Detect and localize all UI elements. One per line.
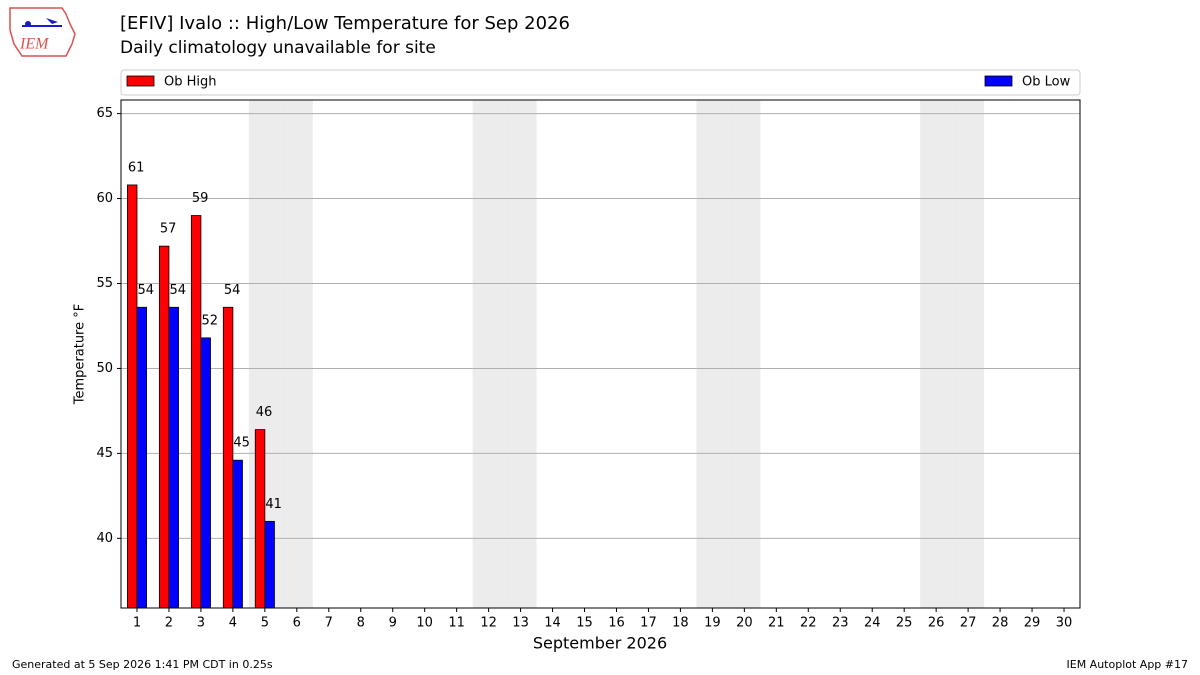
x-tick-label: 15: [576, 616, 593, 631]
value-label: 45: [233, 436, 250, 451]
bar: [232, 459, 243, 609]
legend-swatch: [984, 75, 1013, 87]
y-tick-label: 50: [96, 361, 113, 376]
x-axis-label: September 2026: [533, 634, 667, 653]
bar: [136, 306, 147, 609]
x-tick-label: 14: [544, 616, 561, 631]
x-tick-label: 13: [512, 616, 529, 631]
value-label: 61: [128, 160, 145, 175]
x-tick-label: 26: [928, 616, 945, 631]
x-tick-label: 19: [704, 616, 721, 631]
x-tick-label: 22: [800, 616, 817, 631]
bar: [264, 520, 275, 609]
x-tick-label: 16: [608, 616, 625, 631]
bar: [254, 429, 266, 609]
x-tick-label: 9: [389, 616, 397, 631]
x-tick-label: 20: [736, 616, 753, 631]
weekend-shade: [920, 100, 953, 608]
value-label: 52: [201, 313, 218, 328]
x-tick-label: 2: [165, 616, 173, 631]
logo-text: IEM: [19, 36, 50, 53]
x-tick-label: 12: [480, 616, 497, 631]
value-label: 59: [192, 191, 209, 206]
x-tick-label: 10: [416, 616, 433, 631]
y-tick-label: 45: [96, 446, 113, 461]
x-tick-label: 7: [325, 616, 333, 631]
value-label: 54: [224, 283, 241, 298]
y-tick-label: 60: [96, 191, 113, 206]
x-tick-label: 8: [357, 616, 365, 631]
bar: [126, 184, 138, 609]
y-tick-label: 40: [96, 531, 113, 546]
value-label: 57: [160, 222, 177, 237]
legend-swatch: [126, 75, 155, 87]
x-tick-label: 18: [672, 616, 689, 631]
bar: [200, 337, 211, 609]
bar: [190, 215, 202, 609]
weekend-shade: [504, 100, 537, 608]
legend: [120, 69, 1081, 96]
value-label: 54: [169, 283, 186, 298]
weekend-shade: [696, 100, 729, 608]
weekend-shade: [472, 100, 505, 608]
bar: [222, 306, 234, 609]
plot-frame: [120, 99, 1081, 609]
x-tick-label: 5: [261, 616, 269, 631]
logo: IEM: [9, 7, 76, 57]
x-tick-label: 24: [864, 616, 881, 631]
y-axis-label: Temperature °F: [73, 304, 88, 405]
weekend-shade: [280, 100, 313, 608]
legend-label: Ob High: [164, 75, 217, 90]
x-tick-label: 25: [896, 616, 913, 631]
y-tick-label: 55: [96, 276, 113, 291]
value-label: 54: [138, 283, 155, 298]
footer-left: Generated at 5 Sep 2026 1:41 PM CDT in 0…: [12, 658, 273, 671]
x-tick-label: 30: [1056, 616, 1073, 631]
weekend-shade: [952, 100, 985, 608]
x-tick-label: 11: [448, 616, 465, 631]
y-tick-label: 65: [96, 106, 113, 121]
value-label: 46: [256, 405, 273, 420]
x-tick-label: 28: [992, 616, 1009, 631]
x-tick-label: 29: [1024, 616, 1041, 631]
x-tick-label: 23: [832, 616, 849, 631]
x-tick-label: 21: [768, 616, 785, 631]
chart-title: [EFIV] Ivalo :: High/Low Temperature for…: [120, 13, 570, 34]
x-tick-label: 6: [293, 616, 301, 631]
bar: [158, 245, 170, 609]
x-tick-label: 17: [640, 616, 657, 631]
x-tick-label: 3: [197, 616, 205, 631]
chart-subtitle: Daily climatology unavailable for site: [120, 38, 436, 58]
x-tick-label: 4: [229, 616, 237, 631]
value-label: 41: [265, 497, 282, 512]
footer-right: IEM Autoplot App #17: [1067, 658, 1189, 671]
legend-label: Ob Low: [1022, 75, 1071, 90]
x-tick-label: 27: [960, 616, 977, 631]
x-tick-label: 1: [133, 616, 141, 631]
weekend-shade: [728, 100, 761, 608]
bar: [168, 306, 179, 609]
